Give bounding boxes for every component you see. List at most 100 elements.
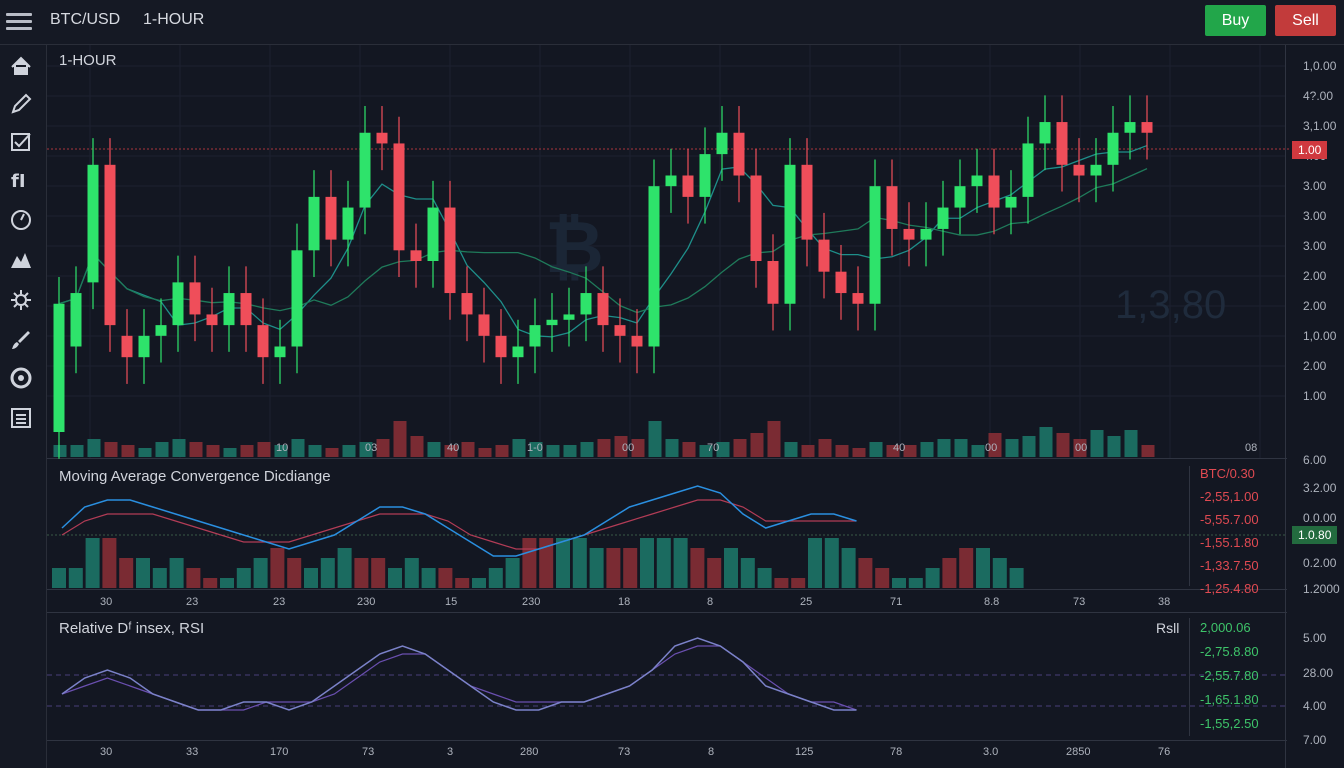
macd-x-tick: 18 [618,596,631,608]
buy-button[interactable]: Buy [1205,5,1266,36]
list-icon[interactable] [8,405,34,431]
target-icon[interactable] [8,365,34,391]
macd-histogram-bar [152,568,167,588]
candle-body [138,335,150,358]
volume-bar [784,442,798,457]
candle-body [512,346,524,358]
volume-bar [410,436,424,457]
macd-value-label: -1,55.1.80 [1200,535,1259,550]
pencil-icon[interactable] [8,91,34,117]
candle-body [444,207,456,294]
price-axis-label: 3,1.00 [1303,119,1337,133]
candle-body [852,293,864,304]
macd-histogram-bar [522,538,537,588]
volume-bar [478,448,492,457]
macd-histogram-bar [556,538,570,588]
volume-bar [1039,427,1053,457]
candle-body [393,143,405,251]
volume-bar [53,445,67,457]
top-bar: BTC/USD 1-HOUR Buy Sell [0,0,1344,45]
gear-icon[interactable] [8,287,34,313]
macd-value-label: -2,55,1.00 [1200,489,1259,504]
macd-x-tick: 38 [1158,596,1171,608]
volume-bar [359,442,373,457]
candle-body [495,335,507,358]
macd-histogram-bar [690,548,705,588]
volume-bar [1124,430,1138,457]
macd-histogram-bar [354,558,369,588]
candle-body [461,293,473,315]
macd-x-axis-line [47,589,1287,590]
candle-body [801,164,813,240]
volume-bar [614,436,628,457]
home-icon[interactable] [8,53,34,79]
macd-histogram-bar [992,558,1007,588]
brush-icon[interactable] [8,327,34,353]
price-axis-label: 2.00 [1303,359,1327,373]
macd-histogram-bar [976,548,990,588]
candle-body [410,250,422,261]
macd-histogram-bar [85,538,100,588]
candle-body [546,319,558,326]
candle-body [903,228,915,240]
symbol-label[interactable]: BTC/USD [50,11,121,28]
candle-body [87,164,99,283]
macd-x-tick: 30 [100,596,113,608]
rsi-axis-label: 7.00 [1303,733,1327,747]
main-panel-divider [47,458,1287,459]
rsi-x-tick: 73 [618,746,631,758]
macd-x-tick: 73 [1073,596,1086,608]
volume-bar [529,442,543,457]
volume-bar [308,445,322,457]
volume-bar [325,448,339,457]
checkbox-icon[interactable] [8,129,34,155]
macd-histogram-bar [119,558,134,588]
price-axis-label: 2.00 [1303,269,1327,283]
volume-bar [886,445,900,457]
macd-histogram-bar [388,568,402,588]
hamburger-menu-icon[interactable] [6,10,32,34]
price-axis-label: 3.00 [1303,209,1327,223]
macd-value-label: -5,55.7.00 [1200,512,1259,527]
candle-body [597,293,609,326]
macd-x-tick: 230 [522,596,541,608]
volume-bar [70,445,84,457]
volume-bar [1005,439,1019,457]
candle-body [580,293,592,315]
price-axis-label: 3.00 [1303,239,1327,253]
macd-axis-label: 3.2.00 [1303,481,1337,495]
sell-button[interactable]: Sell [1275,5,1336,36]
rsi-x-tick: 78 [890,746,903,758]
macd-histogram-bar [942,558,957,588]
candle-body [53,303,65,432]
volume-bar [376,439,390,457]
x-axis-tick: 08 [1245,442,1258,454]
volume-bar [631,439,645,457]
interval-label[interactable]: 1-HOUR [143,11,205,28]
pattern-icon[interactable] [8,247,34,273]
candle-body [359,132,371,208]
candle-body [648,186,660,347]
macd-histogram-bar [959,548,974,588]
candle-body [835,271,847,294]
macd-histogram-bar [253,558,268,588]
clock-icon[interactable] [8,207,34,233]
rsi-x-tick: 73 [362,746,375,758]
macd-histogram-bar [572,538,587,588]
main-chart-label: 1-HOUR [59,52,117,69]
volume-bar [563,445,577,457]
macd-histogram-bar [589,548,604,588]
macd-histogram-bar [52,568,66,588]
fib-icon[interactable]: fI [8,167,34,193]
candle-body [886,186,898,229]
candle-body [1073,164,1085,176]
volume-bar [121,445,135,457]
candle-body [427,207,439,261]
price-axis-label: 1,0.00 [1303,59,1337,73]
macd-x-tick: 15 [445,596,458,608]
macd-histogram-bar [858,558,873,588]
macd-panel-divider [47,612,1287,613]
volume-bar [444,445,458,457]
rsi-x-axis-line [47,740,1287,741]
